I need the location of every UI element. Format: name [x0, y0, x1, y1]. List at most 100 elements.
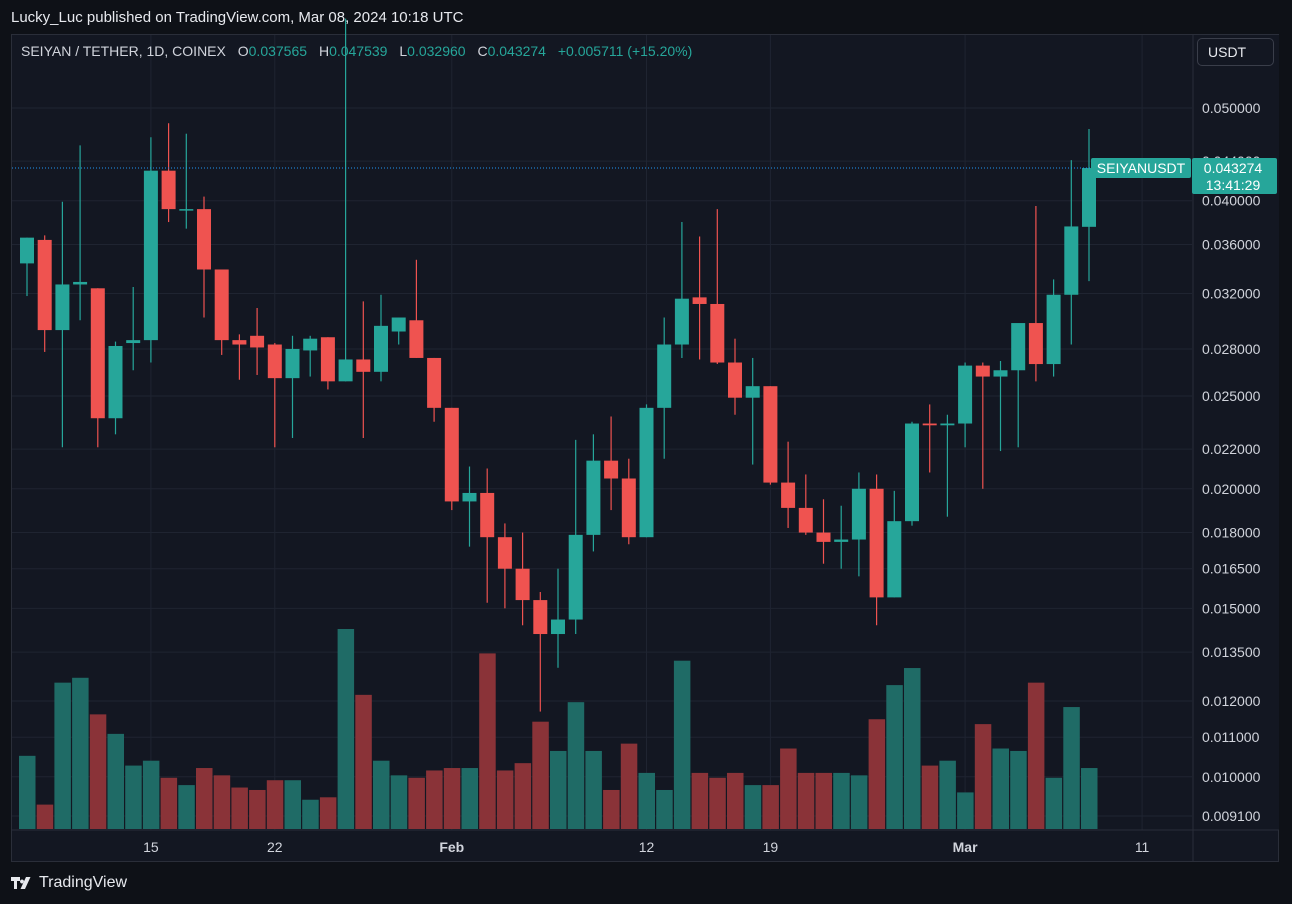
volume-bar[interactable]: [585, 750, 602, 829]
volume-bar[interactable]: [992, 748, 1010, 829]
candle-body[interactable]: [851, 488, 866, 540]
candle-body[interactable]: [1064, 226, 1079, 295]
volume-bar[interactable]: [142, 760, 160, 829]
volume-bar[interactable]: [673, 660, 691, 829]
volume-bar[interactable]: [532, 721, 549, 829]
volume-bar[interactable]: [266, 780, 284, 829]
candle-body[interactable]: [161, 170, 176, 210]
candle-body[interactable]: [834, 539, 849, 542]
volume-bar[interactable]: [196, 768, 213, 829]
volume-bar[interactable]: [408, 777, 425, 829]
volume-bar[interactable]: [727, 772, 744, 829]
volume-bar[interactable]: [337, 629, 355, 829]
volume-bar[interactable]: [1027, 682, 1045, 829]
candle-body[interactable]: [20, 237, 34, 264]
candle-body[interactable]: [497, 537, 512, 569]
candle-body[interactable]: [728, 362, 742, 398]
volume-bar[interactable]: [160, 777, 178, 829]
candle-body[interactable]: [887, 521, 902, 598]
volume-bar[interactable]: [904, 668, 921, 829]
price-tag[interactable]: [1192, 158, 1277, 195]
volume-bar[interactable]: [567, 702, 585, 829]
volume-bar[interactable]: [461, 768, 479, 829]
candle-body[interactable]: [869, 488, 884, 598]
volume-bar[interactable]: [850, 775, 868, 829]
volume-bar[interactable]: [107, 733, 125, 829]
candle-body[interactable]: [1011, 323, 1026, 371]
candle-body[interactable]: [533, 600, 548, 635]
volume-bar[interactable]: [886, 685, 903, 829]
candle-body[interactable]: [639, 407, 654, 538]
candle-body[interactable]: [781, 482, 796, 508]
candle-body[interactable]: [480, 492, 495, 538]
candle-body[interactable]: [975, 365, 990, 377]
candle-body[interactable]: [710, 303, 725, 363]
candle-body[interactable]: [621, 478, 636, 538]
candle-body[interactable]: [197, 209, 211, 270]
volume-bar[interactable]: [833, 772, 850, 829]
symbol-tag[interactable]: [1091, 158, 1191, 179]
volume-bar[interactable]: [231, 787, 248, 829]
volume-bar[interactable]: [709, 777, 726, 829]
candle-body[interactable]: [338, 359, 353, 382]
candle-body[interactable]: [604, 460, 619, 479]
candle-body[interactable]: [515, 568, 530, 601]
candle-body[interactable]: [267, 344, 282, 379]
volume-bar[interactable]: [19, 755, 36, 829]
volume-bar[interactable]: [249, 789, 266, 829]
symbol-title[interactable]: SEIYAN / TETHER, 1D, COINEX: [21, 43, 226, 59]
volume-bar[interactable]: [302, 799, 319, 829]
volume-bar[interactable]: [72, 677, 89, 829]
volume-bar[interactable]: [514, 763, 532, 829]
candle-body[interactable]: [179, 209, 194, 211]
candle-body[interactable]: [993, 370, 1008, 377]
candle-body[interactable]: [356, 359, 371, 372]
candle-body[interactable]: [250, 335, 265, 348]
volume-bar[interactable]: [54, 682, 71, 829]
volume-bar[interactable]: [656, 789, 673, 829]
volume-bar[interactable]: [974, 724, 992, 829]
candle-body[interactable]: [568, 534, 583, 620]
volume-bar[interactable]: [921, 765, 939, 829]
candle-body[interactable]: [551, 619, 565, 635]
volume-bar[interactable]: [1010, 750, 1027, 829]
candle-body[interactable]: [444, 407, 459, 502]
volume-bar[interactable]: [319, 797, 337, 829]
candle-body[interactable]: [37, 239, 52, 331]
volume-bar[interactable]: [496, 770, 514, 829]
candle-body[interactable]: [143, 170, 158, 341]
volume-bar[interactable]: [957, 792, 974, 829]
candle-body[interactable]: [905, 423, 919, 522]
candle-body[interactable]: [1028, 323, 1043, 365]
volume-bar[interactable]: [373, 760, 390, 829]
currency-button[interactable]: USDT: [1197, 38, 1274, 66]
candle-body[interactable]: [303, 338, 318, 351]
volume-bar[interactable]: [479, 653, 496, 829]
volume-bar[interactable]: [939, 760, 956, 829]
candle-body[interactable]: [374, 325, 388, 372]
volume-bar[interactable]: [89, 714, 107, 829]
candle-body[interactable]: [462, 492, 477, 502]
volume-bar[interactable]: [691, 772, 709, 829]
candle-body[interactable]: [1046, 294, 1061, 365]
candle-body[interactable]: [285, 348, 300, 379]
brand[interactable]: TradingView: [11, 874, 127, 892]
volume-bar[interactable]: [638, 772, 656, 829]
volume-bar[interactable]: [426, 770, 443, 829]
candle-body[interactable]: [692, 297, 707, 304]
volume-bar[interactable]: [390, 775, 408, 829]
volume-bar[interactable]: [1081, 768, 1098, 829]
volume-bar[interactable]: [868, 719, 886, 829]
volume-bar[interactable]: [744, 785, 762, 829]
candle-body[interactable]: [922, 423, 937, 426]
candle-body[interactable]: [586, 460, 601, 535]
candle-body[interactable]: [126, 340, 141, 344]
volume-bar[interactable]: [1063, 707, 1080, 829]
volume-bar[interactable]: [780, 748, 797, 829]
volume-bar[interactable]: [550, 750, 567, 829]
candle-body[interactable]: [674, 298, 689, 345]
candle-body[interactable]: [763, 386, 778, 483]
candle-body[interactable]: [1082, 168, 1096, 227]
volume-bar[interactable]: [178, 785, 195, 829]
candle-body[interactable]: [798, 507, 813, 533]
